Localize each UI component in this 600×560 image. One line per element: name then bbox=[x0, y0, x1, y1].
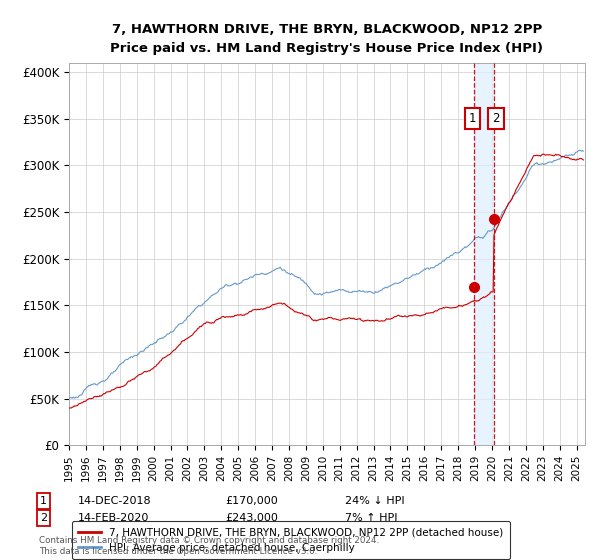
Text: Contains HM Land Registry data © Crown copyright and database right 2024.
This d: Contains HM Land Registry data © Crown c… bbox=[39, 536, 379, 556]
Text: 1: 1 bbox=[40, 496, 47, 506]
Legend: 7, HAWTHORN DRIVE, THE BRYN, BLACKWOOD, NP12 2PP (detached house), HPI: Average : 7, HAWTHORN DRIVE, THE BRYN, BLACKWOOD, … bbox=[71, 521, 509, 559]
Text: 1: 1 bbox=[469, 112, 476, 125]
Text: £170,000: £170,000 bbox=[225, 496, 278, 506]
Text: 24% ↓ HPI: 24% ↓ HPI bbox=[345, 496, 404, 506]
Title: 7, HAWTHORN DRIVE, THE BRYN, BLACKWOOD, NP12 2PP
Price paid vs. HM Land Registry: 7, HAWTHORN DRIVE, THE BRYN, BLACKWOOD, … bbox=[110, 22, 544, 55]
Text: 14-FEB-2020: 14-FEB-2020 bbox=[78, 513, 149, 523]
Text: 7% ↑ HPI: 7% ↑ HPI bbox=[345, 513, 398, 523]
Text: £243,000: £243,000 bbox=[225, 513, 278, 523]
Bar bbox=[475, 63, 494, 445]
Text: 2: 2 bbox=[40, 513, 47, 523]
Text: 2: 2 bbox=[492, 112, 500, 125]
Text: 14-DEC-2018: 14-DEC-2018 bbox=[78, 496, 152, 506]
